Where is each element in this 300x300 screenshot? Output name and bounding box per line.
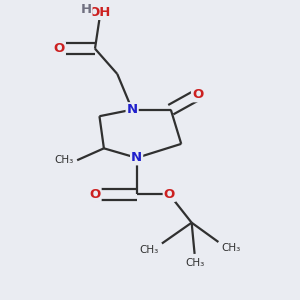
Text: H: H	[81, 3, 92, 16]
Text: CH₃: CH₃	[185, 258, 204, 268]
Text: CH₃: CH₃	[54, 155, 74, 165]
Text: O: O	[54, 42, 65, 55]
Text: O: O	[164, 188, 175, 201]
Text: CH₃: CH₃	[221, 244, 241, 254]
Text: N: N	[127, 103, 138, 116]
Text: O: O	[89, 188, 100, 201]
Text: N: N	[131, 151, 142, 164]
Text: CH₃: CH₃	[140, 245, 159, 255]
Text: OH: OH	[88, 6, 111, 19]
Text: O: O	[192, 88, 203, 101]
